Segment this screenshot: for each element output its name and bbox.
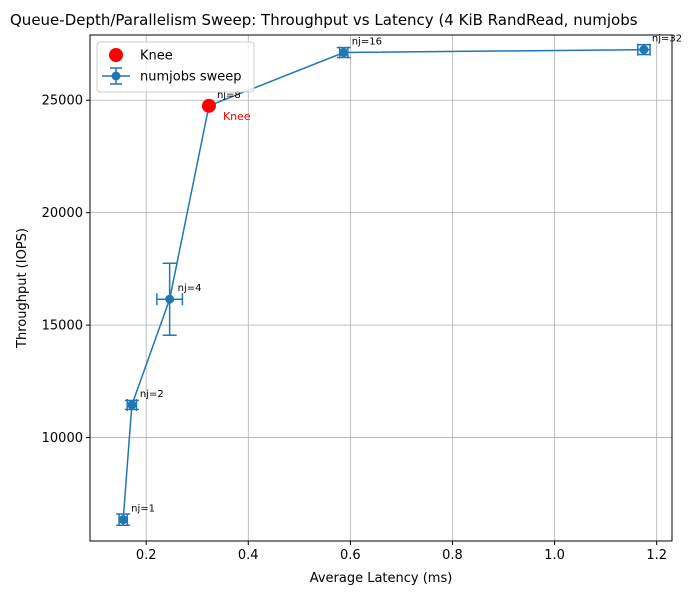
y-axis-label: Throughput (IOPS) <box>15 228 30 349</box>
point-label: nj=1 <box>131 504 155 515</box>
x-tick-label: 0.2 <box>136 548 157 563</box>
data-point <box>339 48 349 58</box>
point-label: nj=16 <box>352 37 382 48</box>
knee-marker <box>201 98 216 113</box>
legend-series-dot <box>111 71 121 81</box>
grid <box>90 35 672 541</box>
data-point <box>639 45 649 55</box>
x-tick-label: 1.0 <box>544 548 565 563</box>
x-tick-label: 0.4 <box>238 548 259 563</box>
y-tick-label: 10000 <box>42 431 83 446</box>
x-axis-label: Average Latency (ms) <box>310 571 453 586</box>
legend-series-label: numjobs sweep <box>140 70 242 85</box>
series-layer: nj=1 nj=2 nj=4 nj=8 nj=16 nj=32 Knee <box>116 34 682 527</box>
legend-series-marker <box>102 67 130 85</box>
legend-knee-marker <box>109 48 123 62</box>
point-label: nj=8 <box>217 90 241 101</box>
axis-ticks: 0.2 0.4 0.6 0.8 1.0 1.2 10000 15000 20000 25000 <box>42 94 667 563</box>
chart-title: Queue-Depth/Parallelism Sweep: Throughpu… <box>10 11 638 29</box>
knee-annotation: Knee <box>223 110 251 123</box>
plot-frame <box>89 34 673 542</box>
data-point <box>127 400 137 410</box>
x-tick-label: 1.2 <box>646 548 667 563</box>
y-tick-label: 20000 <box>42 206 83 221</box>
data-point <box>118 515 128 525</box>
point-label: nj=4 <box>178 283 202 294</box>
x-tick-label: 0.6 <box>340 548 361 563</box>
y-tick-label: 15000 <box>42 319 83 334</box>
data-point <box>165 294 175 304</box>
y-tick-label: 25000 <box>42 94 83 109</box>
legend-knee-label: Knee <box>140 49 173 64</box>
legend-box <box>96 41 255 93</box>
x-tick-label: 0.8 <box>442 548 463 563</box>
legend: Knee numjobs sweep <box>96 41 255 93</box>
point-label: nj=2 <box>140 389 164 400</box>
point-label: nj=32 <box>652 34 682 45</box>
series-line <box>122 48 644 520</box>
